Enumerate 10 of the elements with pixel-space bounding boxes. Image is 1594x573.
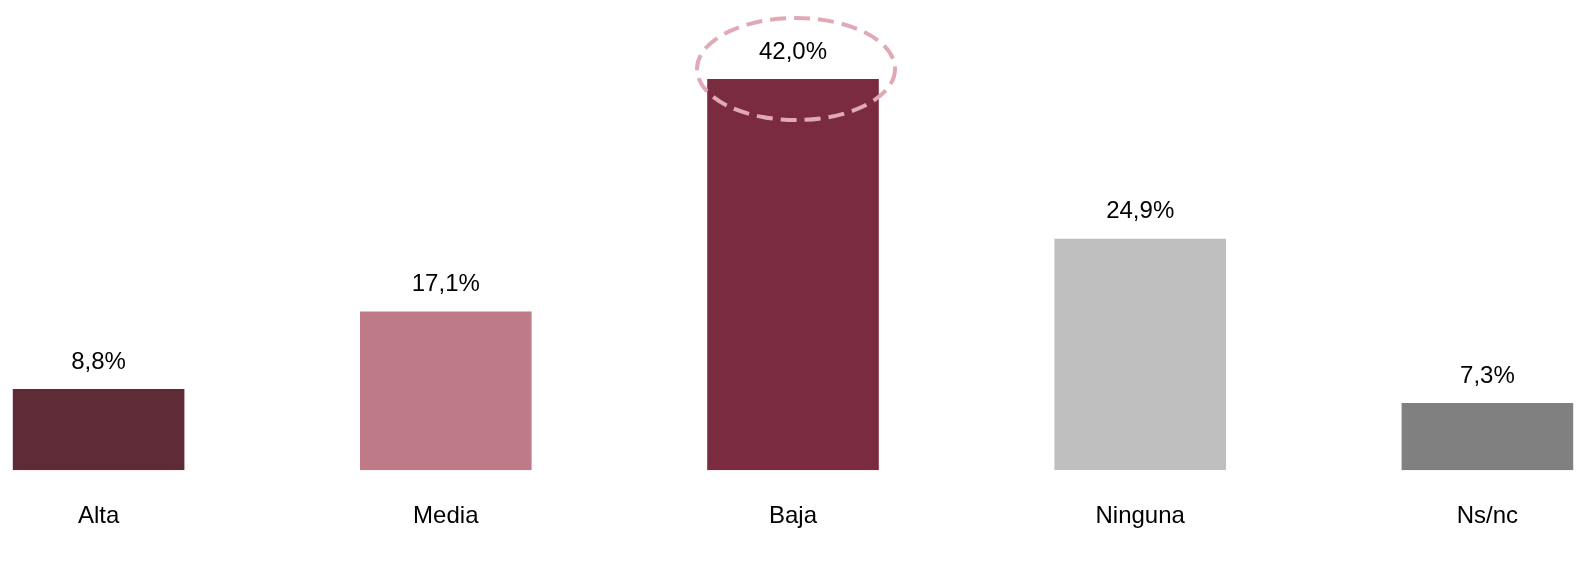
data-label: 17,1% [411, 269, 480, 297]
x-tick-label: Media [413, 501, 480, 529]
x-tick-label: Ns/nc [1456, 501, 1519, 529]
x-tick-label: Ninguna [1095, 501, 1186, 529]
x-tick-label: Baja [768, 501, 818, 529]
data-label: 42,0% [758, 36, 828, 64]
data-label: 7,3% [1460, 360, 1515, 388]
x-tick-label: Alta [77, 501, 120, 529]
data-label: 24,9% [1106, 196, 1175, 224]
data-label: 8,8% [71, 346, 126, 374]
